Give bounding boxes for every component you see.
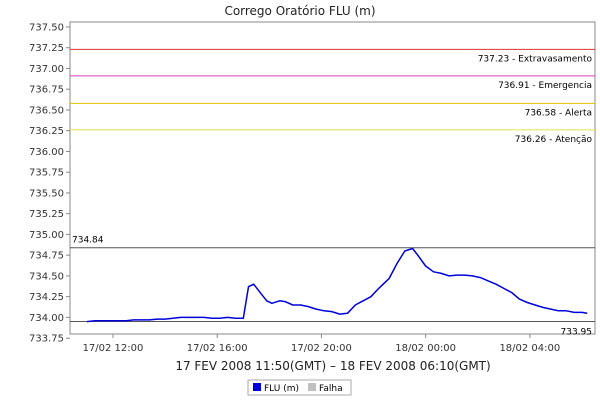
y-tick-label: 735.50 xyxy=(29,188,64,199)
plot-area xyxy=(69,21,596,335)
y-axis: 733.75 734.00 734.25 734.50 734.75 735.00 735.… xyxy=(29,22,70,345)
y-tick-label: 736.75 xyxy=(29,85,64,96)
y-tick-label: 734.75 xyxy=(29,251,64,262)
y-tick-label: 735.25 xyxy=(29,209,64,220)
y-tick-label: 735.75 xyxy=(29,168,64,179)
reference-label: 733.95 xyxy=(561,328,593,338)
x-tick-label: 17/02 16:00 xyxy=(187,343,248,354)
y-tick-label: 736.50 xyxy=(29,105,64,116)
reference-label: 734.84 xyxy=(72,236,104,246)
y-tick-label: 734.00 xyxy=(29,313,64,324)
legend: FLU (m) Falha xyxy=(247,379,352,396)
y-tick-label: 737.00 xyxy=(29,64,64,75)
x-tick-label: 17/02 20:00 xyxy=(291,343,352,354)
threshold-label: 736.26 - Atenção xyxy=(515,135,593,145)
legend-frame xyxy=(247,379,352,396)
series-layer xyxy=(86,247,588,323)
y-tick-label: 736.00 xyxy=(29,147,64,158)
chart-title: Corrego Oratório FLU (m) xyxy=(224,4,375,18)
threshold-label: 736.91 - Emergencia xyxy=(498,81,592,91)
y-tick-label: 735.00 xyxy=(29,230,64,241)
legend-label-falha: Falha xyxy=(319,384,343,394)
legend-swatch-flu xyxy=(253,383,261,391)
threshold-label: 737.23 - Extravasamento xyxy=(478,54,593,64)
x-axis: 17/02 12:00 17/02 16:00 17/02 20:00 18/02 0… xyxy=(83,334,560,354)
threshold-lines: 737.23 - Extravasamento 736.91 - Emergenc… xyxy=(70,48,595,145)
threshold-label: 736.58 - Alerta xyxy=(525,108,592,118)
reference-lines: 734.84 733.95 xyxy=(70,236,595,338)
y-tick-label: 734.50 xyxy=(29,271,64,282)
y-tick-label: 737.25 xyxy=(29,43,64,54)
legend-swatch-falha xyxy=(308,383,316,391)
x-tick-label: 17/02 12:00 xyxy=(83,343,144,354)
x-tick-label: 18/02 00:00 xyxy=(395,343,456,354)
y-tick-label: 733.75 xyxy=(29,334,64,345)
x-axis-title: 17 FEV 2008 11:50(GMT) – 18 FEV 2008 06:… xyxy=(175,359,490,373)
y-tick-label: 736.25 xyxy=(29,126,64,137)
series-line-flu xyxy=(86,247,588,323)
x-tick-label: 18/02 04:00 xyxy=(499,343,560,354)
y-tick-label: 734.25 xyxy=(29,292,64,303)
y-tick-label: 737.50 xyxy=(29,22,64,33)
legend-label-flu: FLU (m) xyxy=(264,384,299,394)
